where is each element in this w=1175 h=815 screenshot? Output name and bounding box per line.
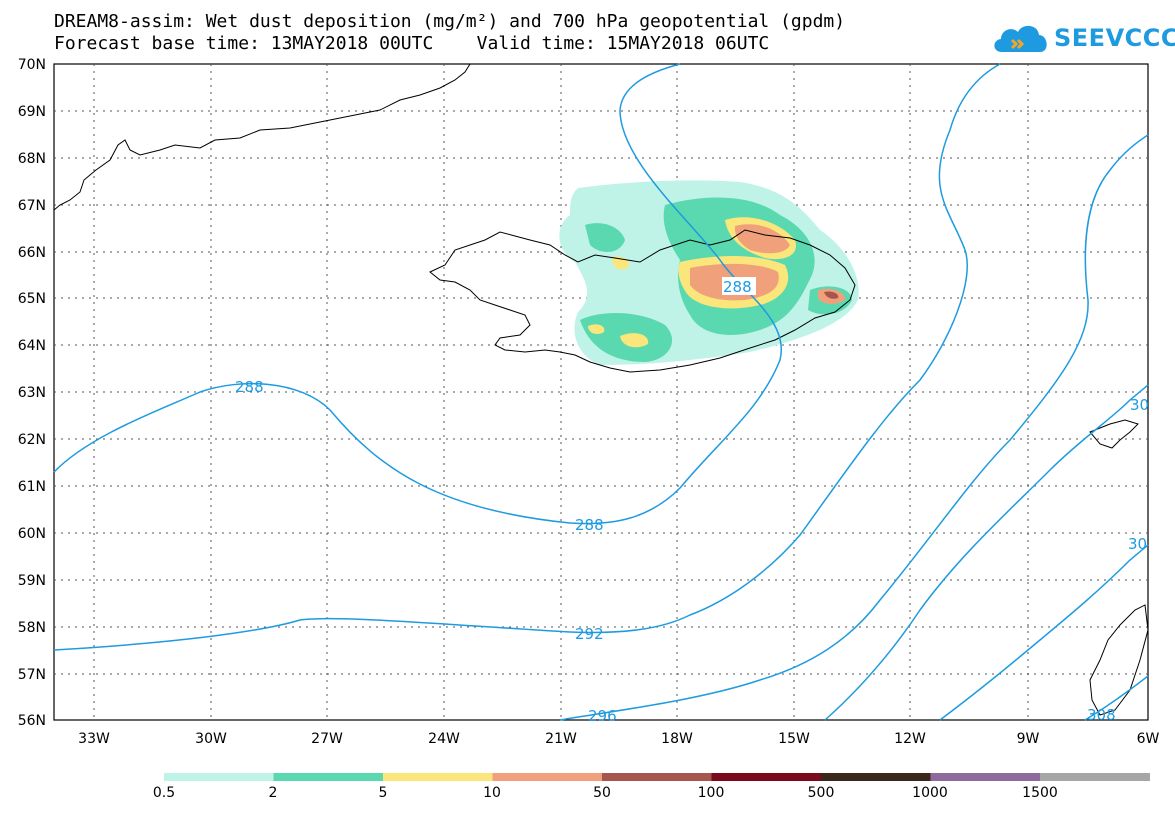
colorbar-swatch bbox=[711, 773, 822, 781]
lon-label: 18W bbox=[661, 731, 693, 747]
colorbar-swatch bbox=[602, 773, 712, 781]
lon-label: 33W bbox=[78, 731, 110, 747]
colorbar-swatch bbox=[821, 773, 931, 781]
lat-label: 67N bbox=[18, 198, 46, 214]
contour-label: 296 bbox=[588, 707, 617, 725]
lon-label: 24W bbox=[428, 731, 460, 747]
colorbar-label: 2 bbox=[269, 785, 278, 801]
lon-label: 15W bbox=[778, 731, 810, 747]
colorbar-label: 0.5 bbox=[153, 785, 175, 801]
contour-label: 30 bbox=[1128, 535, 1147, 553]
contour-labels: 288 288 288 292 296 30 30 308 bbox=[235, 277, 1149, 725]
colorbar-label: 500 bbox=[808, 785, 835, 801]
lon-label: 12W bbox=[894, 731, 926, 747]
colorbar-label: 50 bbox=[593, 785, 611, 801]
lon-label: 6W bbox=[1137, 731, 1160, 747]
contour-label: 288 bbox=[575, 516, 604, 534]
map-title: DREAM8-assim: Wet dust deposition (mg/m²… bbox=[54, 11, 846, 32]
latitude-labels: 70N 69N 68N 67N 66N 65N 64N 63N 62N 61N … bbox=[18, 57, 46, 729]
logo-text: SEEVCCC bbox=[1054, 24, 1175, 52]
lat-label: 60N bbox=[18, 526, 46, 542]
geopotential-contours bbox=[53, 63, 1149, 721]
lat-label: 61N bbox=[18, 479, 46, 495]
lat-label: 62N bbox=[18, 432, 46, 448]
lon-label: 21W bbox=[545, 731, 577, 747]
cloud-icon bbox=[994, 25, 1047, 52]
lat-label: 58N bbox=[18, 620, 46, 636]
colorbar-label: 100 bbox=[698, 785, 725, 801]
lon-label: 27W bbox=[311, 731, 343, 747]
lat-label: 64N bbox=[18, 338, 46, 354]
lat-label: 69N bbox=[18, 104, 46, 120]
colorbar-swatch bbox=[1040, 773, 1150, 781]
colorbar-labels: 0.5 2 5 10 50 100 500 1000 1500 bbox=[153, 785, 1058, 801]
lon-label: 30W bbox=[195, 731, 227, 747]
contour-label: 292 bbox=[575, 625, 604, 643]
dust-deposition-field bbox=[559, 180, 859, 365]
colorbar-label: 1500 bbox=[1022, 785, 1058, 801]
lat-label: 70N bbox=[18, 57, 46, 73]
forecast-times: Forecast base time: 13MAY2018 00UTC Vali… bbox=[54, 33, 770, 54]
coastlines bbox=[53, 63, 1149, 716]
lat-label: 63N bbox=[18, 385, 46, 401]
contour-label: 308 bbox=[1087, 706, 1116, 724]
colorbar-swatch bbox=[164, 773, 274, 781]
longitude-labels: 33W 30W 27W 24W 21W 18W 15W 12W 9W 6W bbox=[78, 731, 1159, 747]
lon-label: 9W bbox=[1017, 731, 1040, 747]
lat-label: 65N bbox=[18, 291, 46, 307]
colorbar-swatch bbox=[273, 773, 384, 781]
lat-label: 66N bbox=[18, 245, 46, 261]
colorbar-label: 5 bbox=[379, 785, 388, 801]
contour-label: 288 bbox=[235, 378, 264, 396]
lat-label: 56N bbox=[18, 713, 46, 729]
colorbar-swatch bbox=[930, 773, 1041, 781]
colorbar bbox=[164, 773, 1150, 781]
contour-label: 30 bbox=[1130, 396, 1149, 414]
lat-label: 68N bbox=[18, 151, 46, 167]
colorbar-label: 1000 bbox=[912, 785, 948, 801]
colorbar-swatch bbox=[492, 773, 603, 781]
lat-label: 57N bbox=[18, 667, 46, 683]
contour-label: 288 bbox=[723, 278, 752, 296]
lat-label: 59N bbox=[18, 573, 46, 589]
seevccc-logo: SEEVCCC bbox=[990, 20, 1175, 56]
colorbar-label: 10 bbox=[483, 785, 501, 801]
colorbar-swatch bbox=[383, 773, 493, 781]
